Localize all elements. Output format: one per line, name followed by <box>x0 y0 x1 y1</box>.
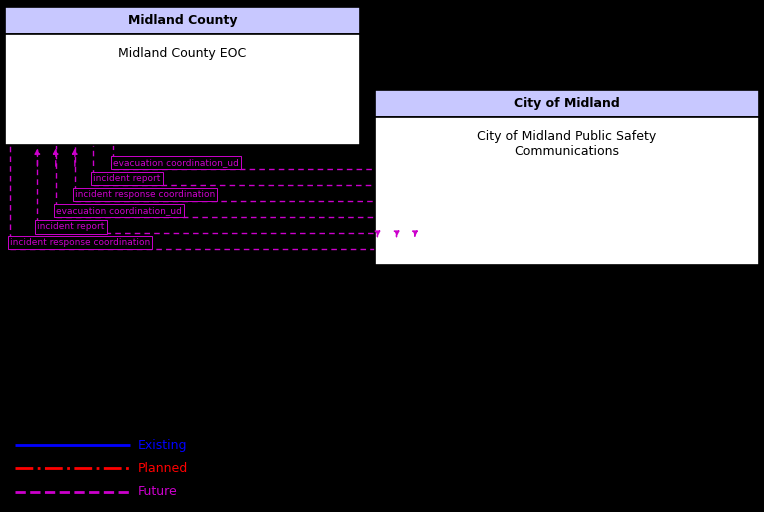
Text: Midland County EOC: Midland County EOC <box>118 47 247 60</box>
Bar <box>375 117 759 265</box>
Text: City of Midland: City of Midland <box>514 97 620 110</box>
Bar <box>5 7 360 34</box>
Text: Planned: Planned <box>138 462 188 475</box>
Text: incident response coordination: incident response coordination <box>10 238 151 247</box>
Text: Existing: Existing <box>138 439 187 452</box>
Text: Midland County: Midland County <box>128 14 238 27</box>
Text: City of Midland Public Safety
Communications: City of Midland Public Safety Communicat… <box>478 130 656 158</box>
Text: Future: Future <box>138 485 177 498</box>
Bar <box>5 34 360 145</box>
Text: incident report: incident report <box>37 222 105 231</box>
Text: incident response coordination: incident response coordination <box>75 190 215 199</box>
Text: evacuation coordination_ud: evacuation coordination_ud <box>56 206 182 215</box>
Bar <box>375 90 759 117</box>
Text: incident report: incident report <box>93 174 160 183</box>
Text: evacuation coordination_ud: evacuation coordination_ud <box>113 158 239 167</box>
